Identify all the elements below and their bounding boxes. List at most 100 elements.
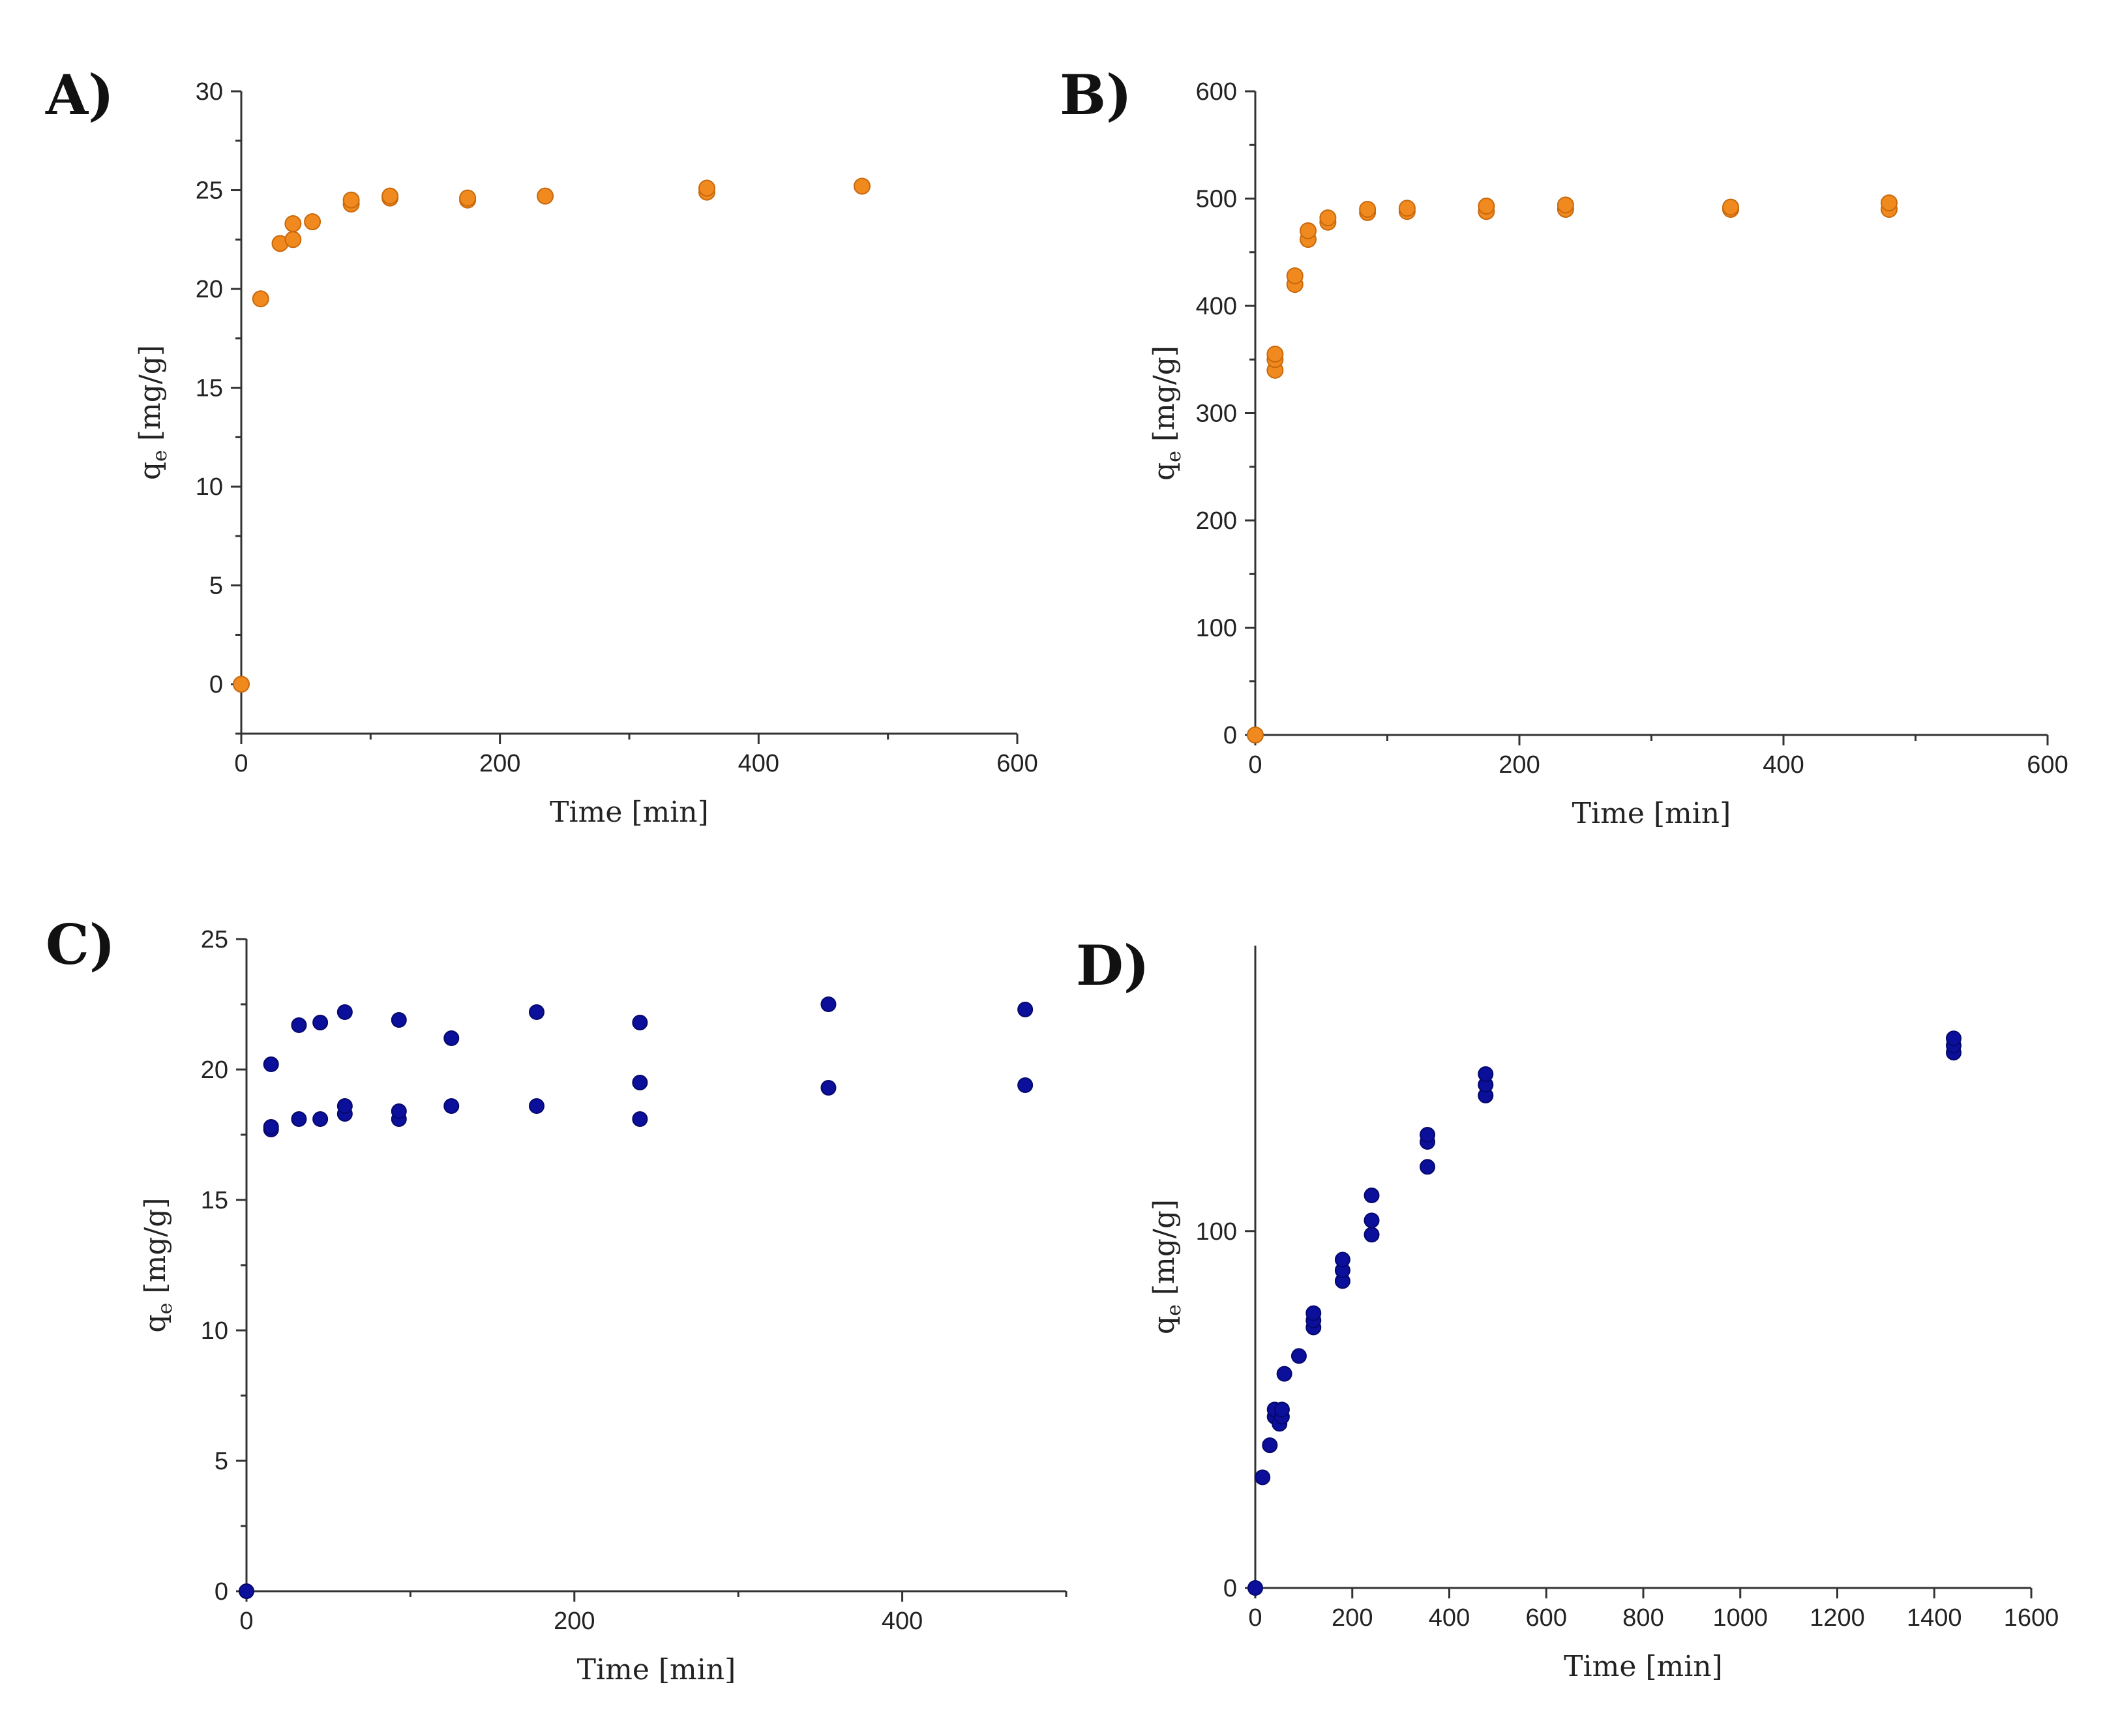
x-tick-label: 1400 — [1907, 1604, 1962, 1632]
data-point — [528, 1098, 544, 1114]
data-point — [1300, 222, 1317, 239]
y-tick-label: 20 — [196, 276, 223, 303]
x-tick-label: 200 — [554, 1608, 595, 1635]
data-point — [632, 1075, 648, 1090]
y-axis-title-main: q — [1148, 462, 1181, 481]
x-tick-label: 0 — [1248, 751, 1262, 779]
data-point — [304, 213, 321, 231]
data-point — [1359, 200, 1377, 218]
data-point — [820, 996, 837, 1012]
data-point — [820, 1080, 837, 1096]
x-tick-label: 600 — [1526, 1604, 1567, 1632]
data-point — [1262, 1437, 1278, 1454]
x-tick-label: 1600 — [2004, 1604, 2059, 1632]
data-point — [233, 676, 250, 693]
y-axis-title-main: q — [1148, 1316, 1181, 1334]
data-point — [1398, 200, 1416, 217]
data-point — [1478, 1066, 1494, 1082]
data-point — [1364, 1227, 1380, 1243]
data-point — [336, 1098, 353, 1114]
x-axis-title: Time [min] — [1564, 1650, 1723, 1683]
x-tick-label: 1000 — [1712, 1604, 1768, 1632]
y-axis-title-unit: [mg/g] — [134, 345, 167, 450]
panel-b-chart: B) 0 200 400 600 0 100 200 300 400 500 600 Time [min… — [1060, 63, 2068, 830]
y-axis-title-main: q — [139, 1314, 172, 1332]
data-point — [1255, 1469, 1271, 1486]
y-tick-label: 10 — [196, 473, 223, 501]
x-tick-label: 600 — [2027, 751, 2068, 779]
data-point — [1274, 1401, 1290, 1418]
y-tick-label: 100 — [1196, 1218, 1237, 1246]
y-tick-label: 20 — [201, 1056, 228, 1084]
data-point — [1478, 198, 1495, 215]
y-tick-label: 400 — [1196, 293, 1237, 320]
y-tick-label: 100 — [1196, 615, 1237, 642]
data-point — [312, 1015, 329, 1030]
data-point — [1017, 1077, 1034, 1093]
panel-letter: C) — [46, 912, 115, 977]
y-axis-title: qe [mg/g] — [134, 345, 172, 480]
x-tick-label: 600 — [996, 750, 1037, 777]
data-point — [1286, 267, 1304, 284]
x-tick-label: 400 — [1429, 1604, 1470, 1632]
data-point — [284, 231, 302, 248]
y-axis-title-unit: [mg/g] — [139, 1197, 172, 1302]
x-tick-label: 0 — [234, 750, 248, 777]
data-point — [342, 191, 360, 209]
y-tick-label: 25 — [196, 177, 223, 205]
panel-letter: B) — [1060, 63, 1132, 127]
data-point — [252, 290, 269, 308]
data-point — [1247, 1580, 1263, 1596]
data-point — [284, 215, 302, 233]
data-point — [459, 189, 477, 207]
x-tick-label: 400 — [738, 750, 779, 777]
x-tick-label: 200 — [479, 750, 520, 777]
data-point — [263, 1056, 279, 1072]
x-axis-title: Time [min] — [550, 796, 709, 829]
x-tick-label: 0 — [1248, 1604, 1262, 1632]
data-point — [1420, 1159, 1436, 1175]
data-point — [1319, 209, 1337, 227]
y-tick-label: 5 — [215, 1448, 228, 1475]
y-tick-label: 0 — [1223, 1575, 1237, 1602]
y-tick-label: 600 — [1196, 78, 1237, 106]
x-axis-title: Time [min] — [1572, 797, 1731, 830]
data-point — [1305, 1305, 1322, 1321]
data-point — [1722, 198, 1739, 216]
y-tick-label: 500 — [1196, 186, 1237, 213]
panel-letter: A) — [45, 63, 114, 127]
x-tick-label: 0 — [239, 1608, 253, 1635]
panel-d-chart: D) 0 200 400 600 800 1000 1200 1400 1600 0 100 Time … — [1076, 933, 2059, 1683]
panel-a-chart: A) 0 200 400 600 0 5 10 15 20 25 30 Time [min] qe [mg… — [45, 63, 1038, 829]
data-point — [1276, 1366, 1292, 1382]
y-axis-title-subscript: e — [1163, 1304, 1186, 1316]
data-point — [1946, 1030, 1961, 1047]
data-point — [1364, 1212, 1380, 1229]
data-point — [528, 1004, 544, 1020]
y-tick-label: 10 — [201, 1317, 228, 1345]
y-axis-title-unit: [mg/g] — [1148, 1199, 1181, 1304]
data-point — [1420, 1127, 1436, 1143]
y-axis-title: qe [mg/g] — [1148, 346, 1186, 481]
data-point — [391, 1103, 407, 1119]
y-tick-label: 0 — [215, 1578, 228, 1606]
data-point — [1266, 346, 1284, 363]
y-tick-label: 5 — [209, 573, 223, 600]
data-point — [1334, 1251, 1350, 1268]
data-point — [698, 179, 715, 197]
data-point — [537, 187, 554, 205]
x-tick-label: 800 — [1622, 1604, 1663, 1632]
data-point — [854, 177, 871, 195]
data-point — [291, 1111, 307, 1127]
y-tick-label: 0 — [1223, 722, 1237, 749]
data-point — [1290, 1348, 1307, 1364]
y-tick-label: 15 — [196, 375, 223, 402]
y-tick-label: 25 — [201, 926, 228, 953]
y-tick-label: 30 — [196, 78, 223, 106]
x-tick-label: 200 — [1332, 1604, 1373, 1632]
data-point — [443, 1030, 460, 1046]
x-tick-label: 400 — [1763, 751, 1804, 779]
data-point — [443, 1098, 460, 1114]
panel-letter: D) — [1076, 933, 1150, 998]
